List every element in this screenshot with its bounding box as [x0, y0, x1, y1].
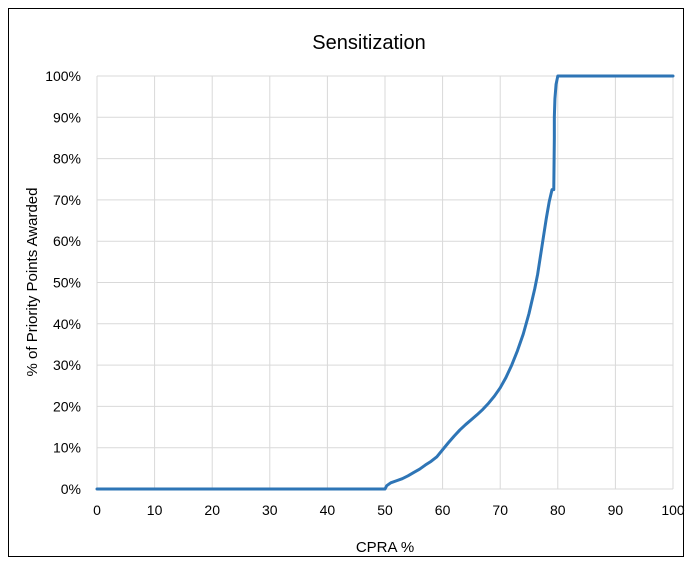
y-tick-label: 80%	[53, 151, 81, 167]
y-tick-label: 100%	[45, 68, 81, 84]
x-tick-label: 90	[608, 502, 624, 518]
y-tick-label: 90%	[53, 109, 81, 125]
y-tick-label: 0%	[61, 481, 81, 497]
plot-series	[95, 74, 675, 491]
x-tick-label: 60	[435, 502, 451, 518]
x-tick-label: 80	[550, 502, 566, 518]
y-tick-label: 10%	[53, 440, 81, 456]
grid-lines	[96, 75, 674, 490]
x-tick-label: 20	[204, 502, 220, 518]
x-tick-label: 100	[661, 502, 685, 518]
x-tick-label: 50	[377, 502, 393, 518]
y-axis-label: % of Priority Points Awarded	[24, 188, 41, 377]
x-tick-label: 0	[93, 502, 101, 518]
x-axis-ticks: 0 10 20 30 40 50 60 70 80 90 100	[93, 502, 685, 518]
x-tick-label: 70	[492, 502, 508, 518]
y-tick-label: 40%	[53, 316, 81, 332]
y-tick-label: 30%	[53, 357, 81, 373]
y-tick-label: 20%	[53, 398, 81, 414]
y-axis-ticks: 0% 10% 20% 30% 40% 50% 60% 70% 80% 90% 100%	[45, 68, 81, 497]
y-tick-label: 60%	[53, 233, 81, 249]
x-tick-label: 30	[262, 502, 278, 518]
y-tick-label: 70%	[53, 192, 81, 208]
x-axis-label: CPRA %	[356, 539, 414, 556]
y-tick-label: 50%	[53, 275, 81, 291]
x-tick-label: 10	[147, 502, 163, 518]
x-tick-label: 40	[320, 502, 336, 518]
chart-title: Sensitization	[312, 32, 425, 54]
series-line	[95, 74, 675, 491]
